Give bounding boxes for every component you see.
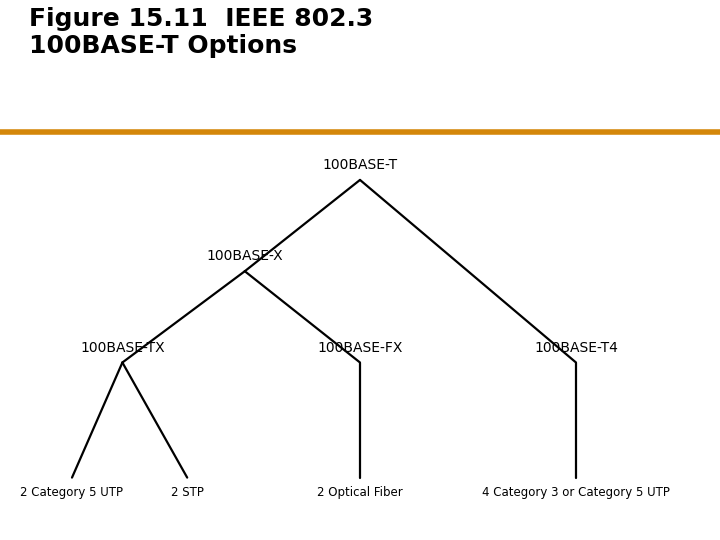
Text: 4 Category 3 or Category 5 UTP: 4 Category 3 or Category 5 UTP	[482, 485, 670, 498]
Text: 2 Category 5 UTP: 2 Category 5 UTP	[20, 485, 124, 498]
Text: Figure 15.11  IEEE 802.3
100BASE-T Options: Figure 15.11 IEEE 802.3 100BASE-T Option…	[29, 6, 373, 58]
Text: 2 STP: 2 STP	[171, 485, 204, 498]
Text: 2 Optical Fiber: 2 Optical Fiber	[317, 485, 403, 498]
Text: 100BASE-T4: 100BASE-T4	[534, 341, 618, 355]
Text: 100BASE-T: 100BASE-T	[323, 158, 397, 172]
Text: 100BASE-FX: 100BASE-FX	[318, 341, 402, 355]
Text: 100BASE-TX: 100BASE-TX	[80, 341, 165, 355]
Text: 100BASE-X: 100BASE-X	[207, 249, 283, 264]
